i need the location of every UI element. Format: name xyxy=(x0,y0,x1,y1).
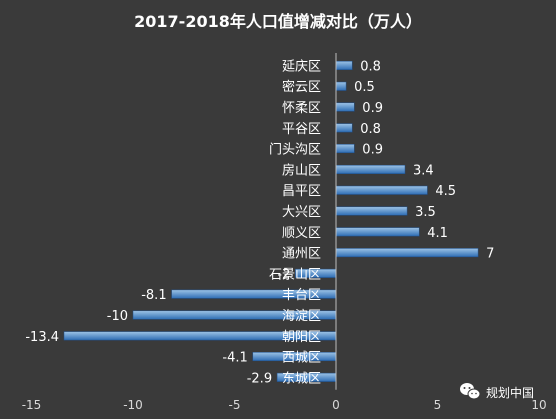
category-label: 通州区 xyxy=(282,247,321,262)
x-tick-label: -10 xyxy=(123,398,143,412)
data-label: 4.5 xyxy=(435,184,456,199)
data-label: -10 xyxy=(107,309,128,324)
x-tick-label: -15 xyxy=(22,398,42,412)
bar xyxy=(335,60,353,70)
bar xyxy=(335,248,479,258)
category-label: 房山区 xyxy=(282,162,321,178)
bar xyxy=(335,206,408,216)
data-label: 0.8 xyxy=(360,122,381,137)
category-label: 西城区 xyxy=(282,351,321,366)
wechat-icon xyxy=(460,383,481,400)
data-label: 0.8 xyxy=(360,59,381,74)
data-label: 4.1 xyxy=(427,226,448,241)
watermark-text: 规划中国 xyxy=(486,385,534,400)
category-label: 海淀区 xyxy=(282,309,321,324)
bar xyxy=(335,102,355,112)
category-label: 大兴区 xyxy=(282,205,321,220)
data-label: 7 xyxy=(486,247,494,262)
category-label: 门头沟区 xyxy=(269,143,321,158)
data-label: 3.5 xyxy=(415,205,436,220)
chart-title: 2017-2018年人口值增减对比（万人） xyxy=(134,12,422,31)
bar xyxy=(335,185,428,195)
labels-layer: 延庆区 0.8 密云区 0.5 怀柔区 0.9 平谷区 0.8 门头沟区 0.9 房山区 3.4 昌平区… xyxy=(25,59,494,386)
category-label: 延庆区 xyxy=(282,59,321,74)
data-label: 0.9 xyxy=(362,101,383,116)
data-label: 3.4 xyxy=(413,163,434,178)
data-label: -4.1 xyxy=(222,351,247,366)
watermark: 规划中国 xyxy=(460,383,534,400)
data-label: 0.9 xyxy=(362,143,383,158)
bar xyxy=(335,227,420,237)
x-tick-label: 10 xyxy=(531,398,546,412)
x-tick-label: 0 xyxy=(332,398,340,412)
bar xyxy=(335,164,406,174)
category-label: 怀柔区 xyxy=(282,101,321,116)
data-label: 0.5 xyxy=(354,80,375,95)
bar xyxy=(335,81,347,91)
x-tick-label: -5 xyxy=(229,398,241,412)
axis-layer: -15 -10 -5 0 5 10 xyxy=(22,53,547,412)
category-label: 顺义区 xyxy=(282,226,321,241)
data-label: -2.9 xyxy=(247,371,272,386)
category-label: 密云区 xyxy=(282,79,321,95)
data-label: -8.1 xyxy=(141,288,166,303)
x-tick-label: 5 xyxy=(434,398,442,412)
category-label: 朝阳区 xyxy=(282,330,321,345)
bars-layer xyxy=(63,60,479,382)
bar xyxy=(335,144,355,154)
category-label: 丰台区 xyxy=(282,288,321,303)
data-label: -2 xyxy=(277,267,290,282)
data-label: -13.4 xyxy=(25,330,59,345)
bar xyxy=(335,123,353,133)
category-label: 平谷区 xyxy=(282,122,321,137)
category-label: 东城区 xyxy=(282,371,321,386)
category-label: 石景山区 xyxy=(269,267,321,282)
category-label: 昌平区 xyxy=(282,184,321,199)
